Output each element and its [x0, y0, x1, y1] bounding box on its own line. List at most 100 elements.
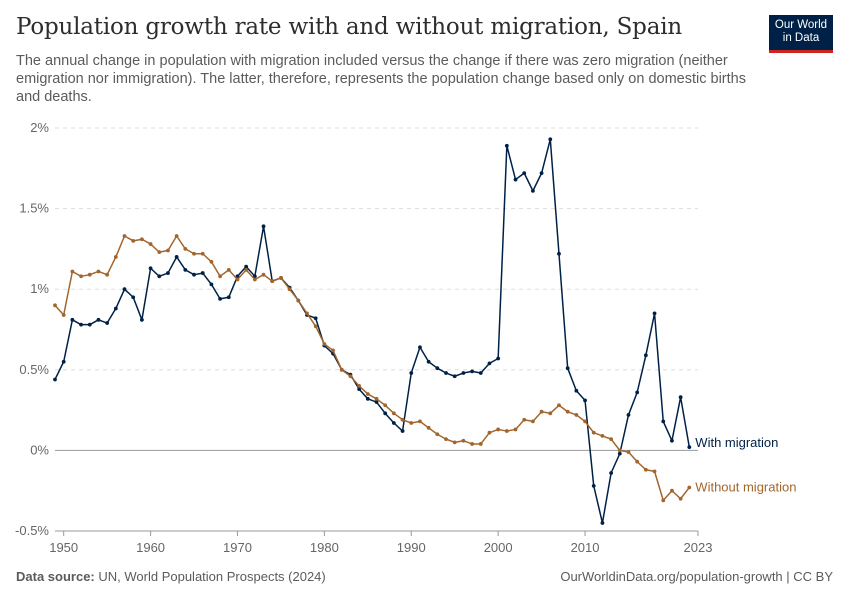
- data-point[interactable]: [79, 274, 83, 279]
- data-point[interactable]: [148, 242, 153, 246]
- data-point[interactable]: [166, 271, 170, 275]
- data-point[interactable]: [418, 419, 422, 424]
- data-point[interactable]: [643, 353, 648, 358]
- data-point[interactable]: [461, 371, 466, 375]
- data-point[interactable]: [270, 279, 275, 284]
- data-point[interactable]: [252, 274, 257, 279]
- data-point[interactable]: [391, 411, 396, 416]
- data-point[interactable]: [487, 361, 492, 366]
- data-point[interactable]: [478, 371, 483, 375]
- data-point[interactable]: [591, 430, 596, 435]
- data-point[interactable]: [348, 374, 353, 379]
- data-point[interactable]: [279, 276, 283, 280]
- data-point[interactable]: [496, 427, 501, 432]
- data-point[interactable]: [409, 371, 414, 375]
- data-point[interactable]: [504, 143, 509, 148]
- data-point[interactable]: [391, 421, 396, 425]
- data-point[interactable]: [374, 400, 379, 404]
- data-point[interactable]: [426, 359, 431, 364]
- data-point[interactable]: [574, 388, 579, 393]
- data-point[interactable]: [226, 295, 231, 300]
- data-point[interactable]: [261, 224, 266, 229]
- data-point[interactable]: [209, 259, 214, 264]
- data-point[interactable]: [522, 417, 527, 422]
- data-point[interactable]: [70, 317, 75, 322]
- data-point[interactable]: [643, 467, 648, 472]
- data-point[interactable]: [652, 311, 657, 316]
- data-point[interactable]: [678, 496, 683, 501]
- data-point[interactable]: [583, 419, 587, 424]
- data-point[interactable]: [96, 317, 101, 322]
- data-point[interactable]: [548, 411, 553, 416]
- data-point[interactable]: [53, 303, 57, 308]
- data-point[interactable]: [192, 251, 196, 256]
- data-point[interactable]: [252, 277, 257, 282]
- data-point[interactable]: [522, 171, 527, 176]
- data-point[interactable]: [661, 419, 666, 424]
- data-point[interactable]: [296, 298, 301, 303]
- data-point[interactable]: [383, 403, 388, 408]
- data-point[interactable]: [557, 403, 561, 408]
- data-point[interactable]: [192, 272, 196, 277]
- data-point[interactable]: [96, 269, 101, 274]
- data-point[interactable]: [383, 411, 388, 416]
- data-point[interactable]: [105, 321, 110, 325]
- data-point[interactable]: [687, 485, 692, 490]
- data-point[interactable]: [200, 271, 205, 275]
- data-point[interactable]: [374, 396, 379, 401]
- data-point[interactable]: [53, 377, 57, 382]
- data-point[interactable]: [357, 384, 362, 388]
- data-point[interactable]: [131, 238, 136, 243]
- data-point[interactable]: [148, 266, 153, 271]
- data-point[interactable]: [61, 359, 66, 364]
- data-point[interactable]: [574, 413, 579, 417]
- data-point[interactable]: [670, 438, 674, 443]
- data-point[interactable]: [87, 322, 92, 327]
- data-point[interactable]: [313, 316, 318, 321]
- data-point[interactable]: [452, 440, 457, 445]
- data-point[interactable]: [305, 311, 309, 316]
- data-point[interactable]: [218, 274, 222, 279]
- data-point[interactable]: [600, 433, 605, 438]
- data-point[interactable]: [200, 251, 205, 256]
- data-point[interactable]: [513, 427, 518, 432]
- data-point[interactable]: [400, 417, 405, 422]
- data-point[interactable]: [652, 469, 657, 474]
- data-point[interactable]: [339, 367, 344, 372]
- data-point[interactable]: [105, 272, 110, 277]
- data-point[interactable]: [504, 429, 509, 433]
- data-point[interactable]: [591, 483, 596, 488]
- data-point[interactable]: [61, 313, 66, 317]
- data-point[interactable]: [470, 442, 474, 446]
- data-point[interactable]: [157, 250, 162, 255]
- owid-logo[interactable]: Our World in Data: [769, 15, 833, 53]
- data-point[interactable]: [331, 348, 335, 353]
- data-point[interactable]: [122, 234, 127, 238]
- data-point[interactable]: [87, 272, 92, 277]
- data-point[interactable]: [139, 317, 144, 322]
- data-point[interactable]: [444, 371, 448, 375]
- data-point[interactable]: [539, 409, 544, 414]
- data-point[interactable]: [79, 322, 83, 327]
- data-point[interactable]: [600, 521, 605, 525]
- data-point[interactable]: [565, 409, 570, 414]
- data-point[interactable]: [487, 430, 492, 435]
- data-point[interactable]: [548, 137, 553, 142]
- data-point[interactable]: [678, 395, 683, 400]
- data-point[interactable]: [565, 366, 570, 371]
- data-point[interactable]: [531, 188, 535, 193]
- data-point[interactable]: [113, 306, 118, 311]
- data-point[interactable]: [583, 398, 587, 403]
- data-point[interactable]: [661, 498, 666, 503]
- data-point[interactable]: [70, 269, 75, 274]
- data-point[interactable]: [635, 459, 640, 464]
- data-point[interactable]: [670, 488, 674, 493]
- data-point[interactable]: [183, 267, 188, 272]
- data-point[interactable]: [235, 277, 240, 282]
- data-point[interactable]: [261, 272, 266, 277]
- data-point[interactable]: [365, 396, 370, 401]
- data-point[interactable]: [166, 248, 170, 253]
- data-point[interactable]: [635, 390, 640, 395]
- data-point[interactable]: [496, 356, 501, 361]
- data-point[interactable]: [531, 419, 535, 424]
